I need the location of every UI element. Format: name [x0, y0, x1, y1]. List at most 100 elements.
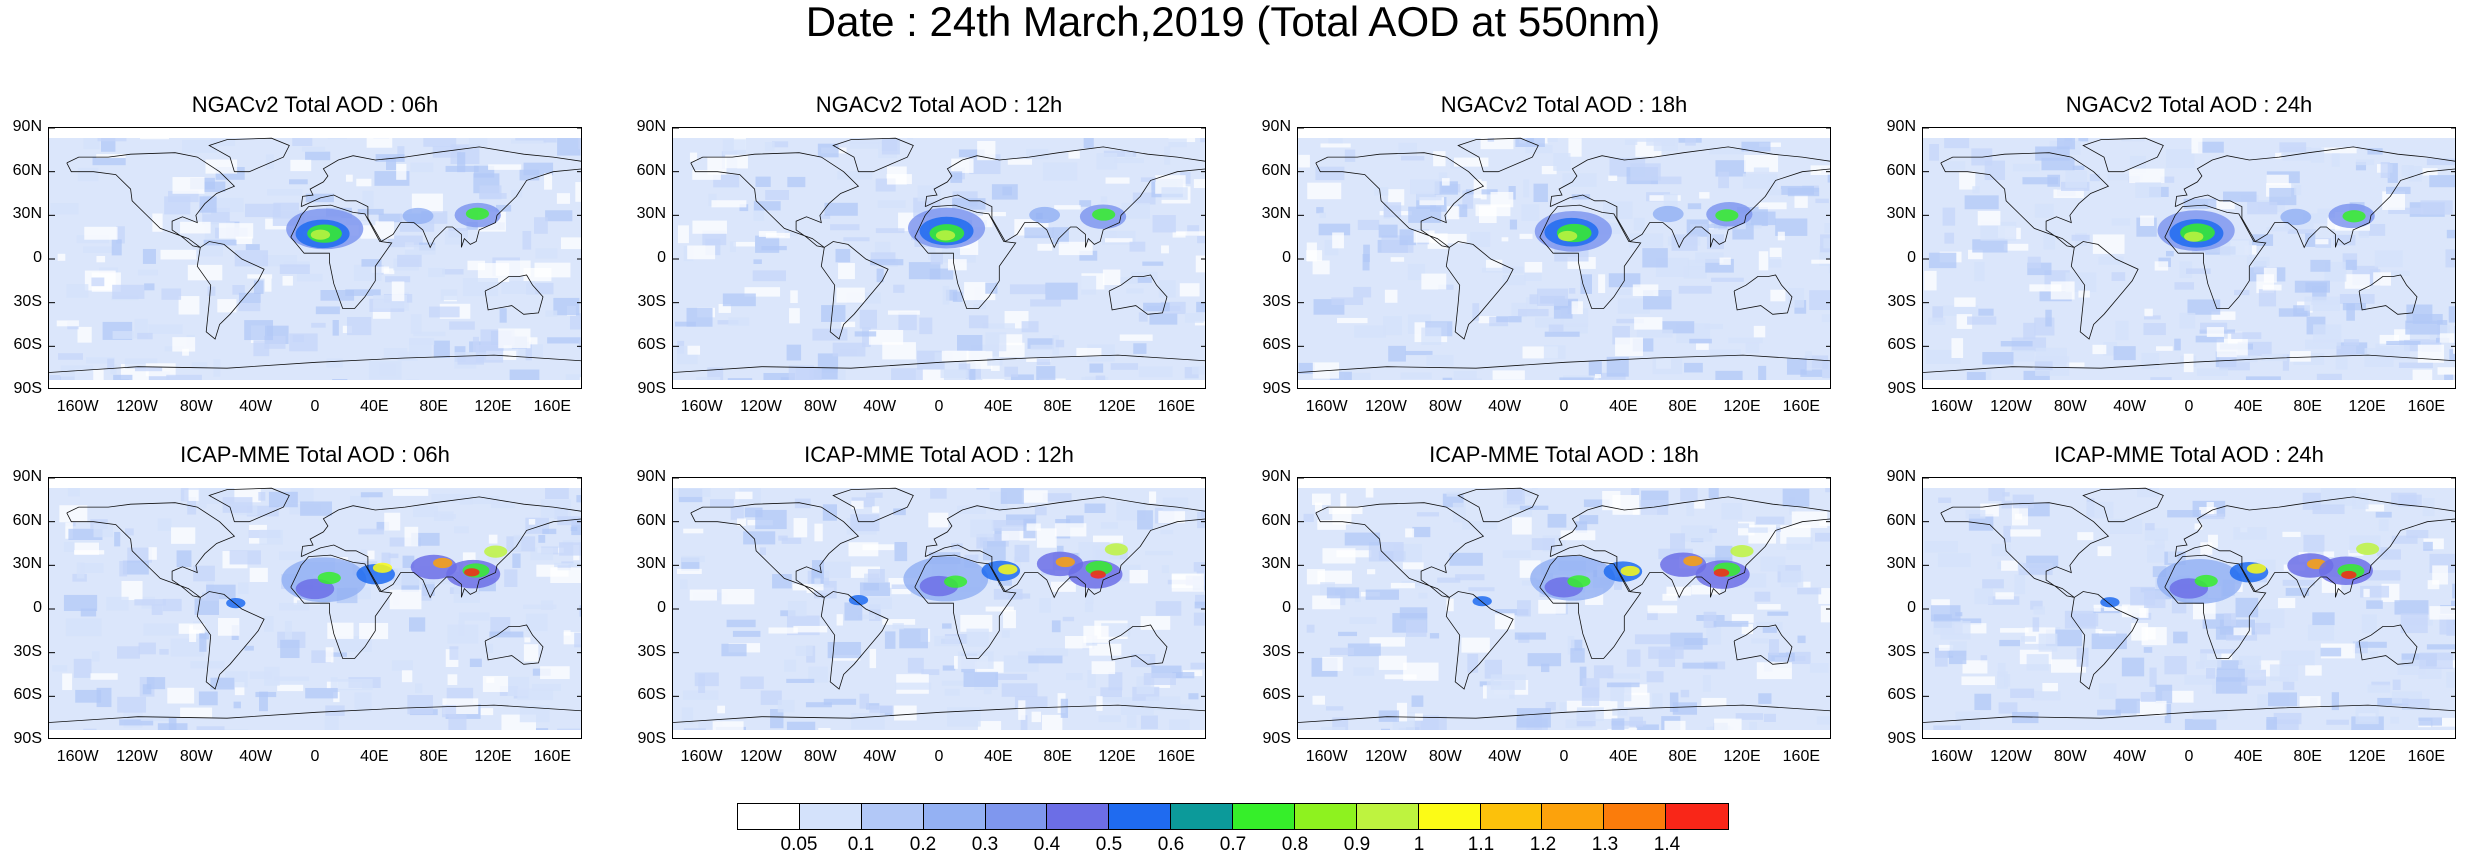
aod-cell	[1143, 303, 1170, 312]
aod-cell	[2356, 642, 2386, 648]
aod-cell	[290, 160, 311, 171]
lat-tick-label: 60S	[1251, 687, 1291, 703]
aod-cell	[1403, 562, 1424, 569]
colorbar-box	[1357, 804, 1419, 829]
aod-cell	[1794, 195, 1807, 208]
aod-cell	[1141, 616, 1171, 630]
aod-cell	[1924, 271, 1936, 291]
aod-cell	[2072, 614, 2098, 627]
aerosol-hotspot	[484, 545, 507, 557]
aod-cell	[2263, 285, 2282, 291]
aod-cell	[782, 538, 802, 544]
polar-band	[1298, 730, 1831, 739]
aod-cell	[557, 138, 580, 156]
lon-tick-label: 120E	[1712, 749, 1772, 765]
colorbar-box	[924, 804, 986, 829]
aod-cell	[2268, 692, 2297, 706]
aerosol-hotspot	[311, 230, 330, 240]
aod-cell	[119, 561, 127, 576]
aod-cell	[1579, 515, 1598, 524]
aod-cell	[1718, 172, 1729, 188]
aod-cell	[2239, 656, 2261, 669]
aod-cell	[58, 353, 83, 360]
aod-cell	[2365, 348, 2394, 367]
aod-cell	[692, 221, 727, 234]
aod-cell	[756, 177, 771, 187]
aod-cell	[1781, 571, 1804, 588]
aod-cell	[2294, 185, 2301, 195]
aerosol-hotspot	[1715, 209, 1738, 221]
aod-cell	[1642, 248, 1667, 267]
aod-cell	[1379, 710, 1399, 721]
aod-cell	[2207, 327, 2224, 337]
lat-tick-label: 0	[1876, 600, 1916, 616]
aod-cell	[1037, 528, 1057, 547]
aod-cell	[836, 288, 864, 303]
aod-cell	[2140, 216, 2154, 226]
aod-cell	[928, 513, 948, 528]
aerosol-hotspot	[403, 208, 434, 224]
map-panel	[672, 477, 1206, 739]
aod-cell	[161, 250, 197, 260]
aod-cell	[1156, 601, 1182, 616]
aod-cell	[1353, 287, 1371, 298]
aod-cell	[1510, 220, 1517, 230]
aod-cell	[114, 532, 120, 546]
aod-cell	[384, 348, 408, 358]
aod-cell	[1974, 588, 1992, 604]
aod-cell	[1401, 156, 1424, 161]
aerosol-hotspot	[1653, 206, 1684, 222]
aod-cell	[359, 623, 388, 639]
aod-cell	[504, 569, 517, 587]
aod-cell	[1093, 536, 1123, 543]
aod-cell	[814, 524, 822, 542]
colorbar-box	[1295, 804, 1357, 829]
aod-cell	[2122, 658, 2144, 677]
aod-cell	[1383, 316, 1402, 335]
aod-cell	[1168, 139, 1187, 148]
aod-cell	[1418, 593, 1427, 599]
aod-cell	[2446, 672, 2456, 688]
aerosol-hotspot	[2247, 563, 2266, 573]
aod-cell	[2394, 600, 2428, 614]
aod-cell	[1037, 358, 1050, 364]
aerosol-hotspot	[226, 598, 245, 608]
aod-cell	[1083, 626, 1108, 643]
aod-cell	[2310, 260, 2330, 272]
aod-cell	[358, 529, 383, 535]
aod-cell	[733, 631, 761, 637]
lat-tick-label: 0	[626, 600, 666, 616]
aod-cell	[711, 200, 746, 207]
aod-cell	[1139, 312, 1148, 321]
aod-cell	[354, 265, 382, 281]
aod-map	[49, 128, 582, 389]
aod-cell	[1055, 523, 1086, 536]
aod-cell	[545, 210, 572, 221]
aod-cell	[2012, 506, 2028, 526]
aod-cell	[117, 646, 140, 658]
aod-cell	[177, 550, 192, 567]
lon-tick-label: 160W	[1922, 399, 1982, 415]
aod-cell	[1194, 562, 1206, 572]
aod-cell	[789, 308, 800, 323]
aod-cell	[2051, 281, 2075, 299]
aod-cell	[1079, 200, 1091, 207]
aod-cell	[1426, 355, 1453, 366]
aod-cell	[1103, 270, 1120, 286]
aod-cell	[1304, 514, 1314, 522]
aod-cell	[743, 531, 775, 544]
aod-cell	[958, 651, 994, 669]
aod-cell	[66, 618, 102, 636]
aod-cell	[1367, 569, 1375, 574]
aod-cell	[1966, 510, 1986, 519]
aod-cell	[415, 683, 422, 693]
aod-cell	[970, 520, 993, 538]
aod-cell	[2356, 706, 2379, 724]
aod-cell	[396, 164, 406, 180]
aod-cell	[2279, 308, 2308, 316]
aod-cell	[2094, 605, 2101, 612]
aod-cell	[1728, 338, 1762, 344]
aod-cell	[1406, 351, 1433, 355]
aod-cell	[58, 254, 66, 261]
aod-cell	[305, 152, 330, 161]
